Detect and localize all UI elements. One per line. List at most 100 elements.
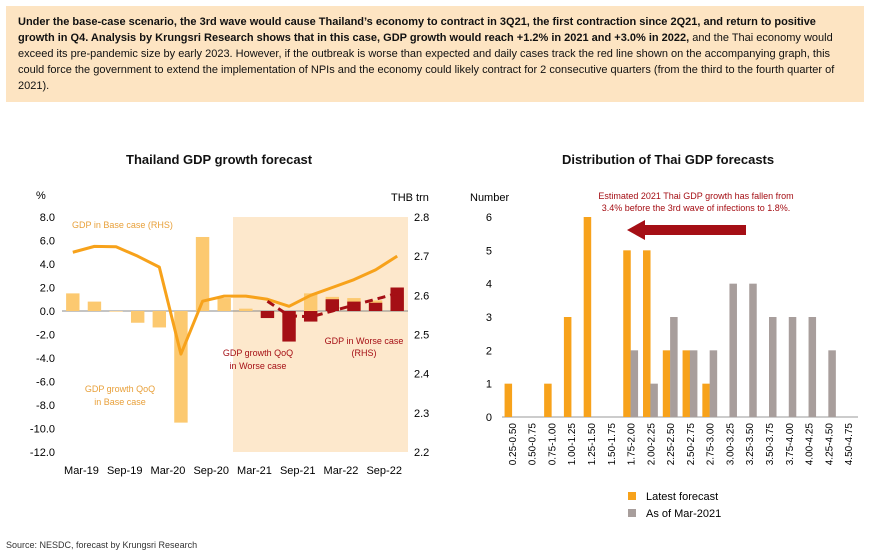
x-axis-label: Mar-22 — [324, 465, 359, 477]
gdp-growth-bar — [239, 308, 253, 311]
left-y-tick: -6.0 — [36, 377, 55, 389]
distribution-bar — [583, 217, 592, 417]
annotation-text: 3.4% before the 3rd wave of infections t… — [602, 203, 791, 213]
annotation-base-line: GDP in Base case (RHS) — [72, 220, 173, 230]
distribution-bar — [709, 350, 718, 417]
category-label: 4.25-4.50 — [824, 423, 835, 466]
x-axis-label: Mar-20 — [151, 465, 186, 477]
distribution-bar — [749, 283, 757, 417]
category-label: 3.00-3.25 — [725, 423, 736, 466]
left-y-tick: 2.0 — [40, 283, 55, 295]
y-tick: 3 — [486, 312, 492, 324]
category-label: 2.50-2.75 — [686, 423, 697, 466]
category-label: 2.25-2.50 — [666, 423, 677, 466]
legend-swatch — [628, 509, 636, 517]
left-y-tick: -2.0 — [36, 330, 55, 342]
category-label: 3.75-4.00 — [785, 423, 796, 466]
gdp-growth-bar — [325, 299, 340, 311]
x-axis-label: Mar-19 — [64, 465, 99, 477]
gdp-growth-bar — [109, 311, 123, 312]
distribution-bar — [702, 383, 710, 417]
distribution-bar — [808, 317, 817, 417]
category-label: 3.50-3.75 — [765, 423, 776, 466]
distribution-bar — [769, 317, 777, 417]
left-y-tick: 0.0 — [40, 306, 55, 318]
x-axis-label: Sep-19 — [107, 465, 142, 477]
gdp-growth-bar — [303, 311, 318, 322]
gdp-growth-bar — [282, 311, 296, 342]
distribution-bar — [662, 350, 671, 417]
right-y-tick: 2.6 — [414, 290, 429, 302]
y-tick: 0 — [486, 412, 492, 424]
gdp-growth-bar — [174, 311, 188, 423]
gdp-growth-bar — [87, 301, 102, 311]
legend-swatch — [628, 492, 636, 500]
legend-label: Latest forecast — [646, 491, 718, 503]
right-y-tick: 2.5 — [414, 330, 429, 342]
annotation-worse-line: (RHS) — [352, 348, 377, 358]
distribution-bar — [729, 283, 737, 417]
left-y-tick: -12.0 — [30, 447, 55, 459]
gdp-growth-bar — [368, 302, 383, 311]
gdp-growth-bar — [390, 287, 404, 311]
distribution-bar — [788, 317, 797, 417]
category-label: 1.25-1.50 — [587, 423, 598, 466]
right-y-tick: 2.8 — [414, 212, 429, 224]
annotation-worse-line: GDP in Worse case — [325, 336, 404, 346]
category-label: 0.75-1.00 — [547, 423, 558, 466]
category-label: 0.25-0.50 — [508, 423, 519, 466]
y-tick: 5 — [486, 245, 492, 257]
right-y-tick: 2.4 — [414, 369, 429, 381]
annotation-base-bar: GDP growth QoQ — [85, 384, 155, 394]
gdp-growth-bar — [130, 311, 145, 323]
distribution-bar — [504, 383, 513, 417]
gdp-growth-chart: % THB trn 8.0 6.0 4.0 2.0 0.0 -2.0 -4.0 -6.0 -8.0 -… — [30, 190, 429, 477]
distribution-bar — [544, 383, 552, 417]
annotation-text: Estimated 2021 Thai GDP growth has falle… — [598, 191, 793, 201]
left-y-tick: 4.0 — [40, 259, 55, 271]
gdp-growth-bar — [66, 293, 80, 311]
x-axis-label: Sep-22 — [366, 465, 401, 477]
x-axis-label: Sep-21 — [280, 465, 315, 477]
distribution-bar — [828, 350, 836, 417]
distribution-bar — [670, 317, 678, 417]
right-y-tick: 2.7 — [414, 251, 429, 263]
legend-label: As of Mar-2021 — [646, 508, 721, 520]
distribution-bar — [563, 317, 572, 417]
y-tick: 2 — [486, 345, 492, 357]
left-y-tick: -10.0 — [30, 424, 55, 436]
distribution-bar — [630, 350, 639, 417]
right-y-tick: 2.2 — [414, 447, 429, 459]
annotation-worse-bar: in Worse case — [230, 361, 287, 371]
category-label: 1.50-1.75 — [607, 423, 618, 466]
left-chart-title: Thailand GDP growth forecast — [126, 152, 313, 167]
y-tick: 1 — [486, 379, 492, 391]
category-label: 4.50-4.75 — [844, 423, 855, 466]
left-axis-unit: % — [36, 190, 46, 202]
category-label: 1.00-1.25 — [567, 423, 578, 466]
source-note: Source: NESDC, forecast by Krungsri Rese… — [6, 540, 198, 550]
category-label: 2.75-3.00 — [706, 423, 717, 466]
x-axis-label: Sep-20 — [193, 465, 228, 477]
right-y-tick: 2.3 — [414, 408, 429, 420]
right-chart-title: Distribution of Thai GDP forecasts — [562, 152, 775, 167]
distribution-bar — [650, 383, 658, 417]
forecast-shading — [233, 217, 408, 452]
category-label: 0.50-0.75 — [528, 423, 539, 466]
x-axis-label: Mar-21 — [237, 465, 272, 477]
right-axis-unit: THB trn — [391, 192, 429, 204]
category-label: 1.75-2.00 — [627, 423, 638, 466]
left-y-tick: 6.0 — [40, 236, 55, 248]
gdp-worse-case-line — [266, 291, 398, 319]
summary-normal-text: and the Thai economy would exceed its pr… — [18, 32, 835, 92]
y-axis-label: Number — [470, 192, 509, 204]
left-y-tick: -8.0 — [36, 400, 55, 412]
gdp-base-case-line — [72, 244, 398, 356]
summary-bold-text: Under the base-case scenario, the 3rd wa… — [18, 16, 816, 44]
gdp-distribution-chart: Number 0 1 2 3 4 5 6 0.25-0.50 0.50-0.75 0.75-1.00… — [470, 191, 858, 520]
category-label: 3.25-3.50 — [745, 423, 756, 466]
annotation-arrow — [627, 220, 746, 240]
y-tick: 6 — [486, 212, 492, 224]
category-label: 4.00-4.25 — [805, 423, 816, 466]
y-tick: 4 — [486, 279, 492, 291]
